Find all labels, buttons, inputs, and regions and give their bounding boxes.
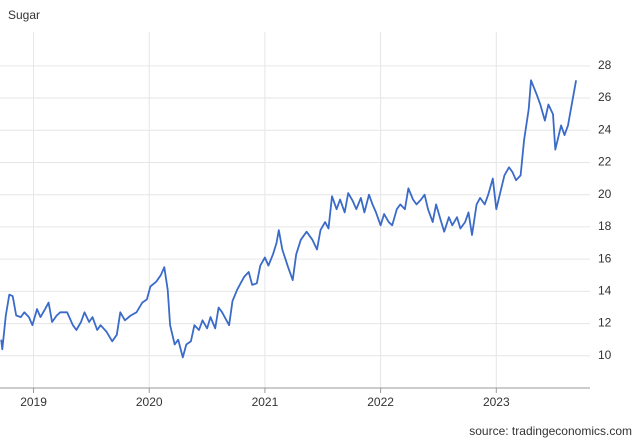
y-tick-label: 22	[598, 155, 612, 169]
source-note: source: tradingeconomics.com	[469, 424, 632, 438]
x-tick-label: 2021	[252, 395, 279, 409]
x-tick-label: 2019	[20, 395, 47, 409]
x-tick-label: 2020	[136, 395, 163, 409]
y-tick-label: 16	[598, 251, 612, 265]
y-tick-label: 12	[598, 316, 612, 330]
y-tick-label: 28	[598, 58, 612, 72]
y-tick-label: 10	[598, 348, 612, 362]
x-tick-label: 2023	[483, 395, 510, 409]
chart-title: Sugar	[8, 8, 40, 22]
y-tick-label: 20	[598, 187, 612, 201]
y-tick-label: 24	[598, 122, 612, 136]
price-line	[0, 79, 577, 359]
y-tick-label: 14	[598, 284, 612, 298]
x-tick-label: 2022	[367, 395, 394, 409]
y-tick-label: 18	[598, 219, 612, 233]
y-tick-label: 26	[598, 90, 612, 104]
